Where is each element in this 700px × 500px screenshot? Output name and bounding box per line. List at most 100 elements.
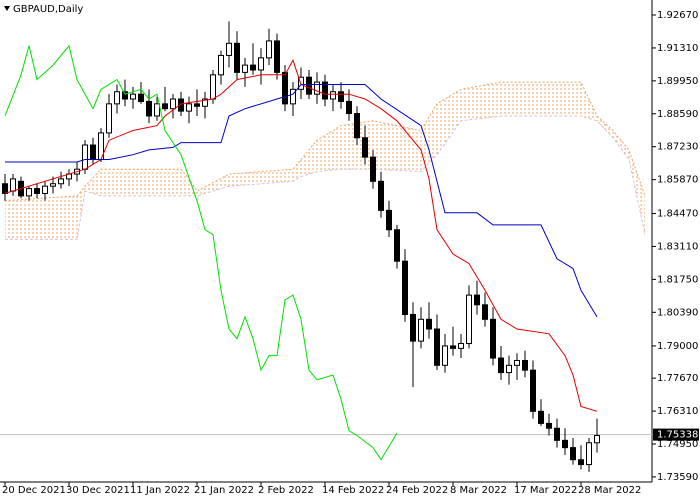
senkou-span-a bbox=[4, 81, 646, 202]
x-tick-label: 17 Mar 2022 bbox=[514, 485, 577, 496]
candle-body bbox=[474, 294, 480, 306]
candle-body bbox=[370, 156, 376, 182]
candle-body bbox=[562, 439, 568, 449]
x-tick-label: 24 Feb 2022 bbox=[386, 485, 448, 496]
senkou-span-b bbox=[5, 115, 646, 240]
y-tick-label: 1.88590 bbox=[657, 109, 698, 120]
candle-body bbox=[482, 304, 488, 320]
x-tick-label: 8 Mar 2022 bbox=[450, 485, 507, 496]
candle-body bbox=[586, 442, 592, 466]
candle-body bbox=[106, 103, 112, 134]
candle-body bbox=[282, 71, 288, 105]
y-tick-label: 1.85870 bbox=[657, 175, 698, 186]
candle-body bbox=[522, 359, 528, 371]
y-tick-label: 1.89950 bbox=[657, 76, 698, 87]
candle-body bbox=[426, 318, 432, 330]
candle-body bbox=[330, 91, 336, 100]
candle-body bbox=[2, 183, 8, 194]
candle-body bbox=[394, 229, 400, 262]
candle-body bbox=[442, 345, 448, 366]
candle-body bbox=[194, 103, 200, 107]
x-tick-label: 11 Jan 2022 bbox=[130, 485, 190, 496]
x-tick-label: 30 Dec 2021 bbox=[66, 485, 130, 496]
indicator-line bbox=[5, 84, 598, 318]
candle-body bbox=[546, 422, 552, 429]
x-tick-label: 20 Dec 2021 bbox=[2, 485, 66, 496]
candle-body bbox=[178, 98, 184, 112]
candle-body bbox=[226, 42, 232, 56]
candle-body bbox=[170, 98, 176, 110]
candle-body bbox=[122, 91, 128, 100]
y-tick-label: 1.76310 bbox=[657, 406, 698, 417]
candle-body bbox=[578, 459, 584, 466]
candle-body bbox=[554, 427, 560, 441]
candle-body bbox=[258, 57, 264, 71]
candle-body bbox=[26, 188, 32, 197]
y-tick-label: 1.79000 bbox=[657, 341, 698, 352]
y-tick-label: 1.80390 bbox=[657, 307, 698, 318]
candle-body bbox=[386, 209, 392, 231]
y-tick-label: 1.87230 bbox=[657, 142, 698, 153]
candle-body bbox=[274, 40, 280, 73]
candle-body bbox=[234, 42, 240, 73]
candle-body bbox=[306, 76, 312, 95]
candle-body bbox=[498, 357, 504, 374]
candle-body bbox=[242, 64, 248, 73]
candle-body bbox=[34, 188, 40, 194]
candle-body bbox=[50, 183, 56, 187]
y-tick-label: 1.83110 bbox=[657, 241, 698, 252]
y-tick-label: 1.73590 bbox=[657, 472, 698, 483]
candle-body bbox=[138, 93, 144, 102]
candle-body bbox=[458, 343, 464, 349]
candle-body bbox=[186, 103, 192, 112]
y-tick-label: 1.77670 bbox=[657, 373, 698, 384]
y-tick-label: 1.84470 bbox=[657, 209, 698, 220]
candle-body bbox=[90, 144, 96, 161]
candle-body bbox=[570, 447, 576, 461]
chart-title: GBPAUD,Daily bbox=[13, 4, 83, 15]
y-tick-label: 1.81750 bbox=[657, 274, 698, 285]
candle-body bbox=[266, 40, 272, 59]
candle-body bbox=[450, 345, 456, 349]
candle-body bbox=[58, 178, 64, 185]
candle-body bbox=[402, 260, 408, 315]
candle-body bbox=[202, 98, 208, 107]
candle-body bbox=[82, 144, 88, 170]
candle-body bbox=[130, 93, 136, 100]
candle-body bbox=[594, 435, 600, 444]
indicator-line bbox=[4, 59, 598, 412]
candle-body bbox=[290, 88, 296, 105]
candle-body bbox=[250, 64, 256, 71]
candle-body bbox=[490, 318, 496, 359]
candle-body bbox=[514, 359, 520, 366]
candle-body bbox=[378, 180, 384, 211]
candle-body bbox=[162, 103, 168, 110]
cloud-fill bbox=[5, 82, 645, 240]
symbol-icon bbox=[4, 6, 10, 11]
candle-body bbox=[410, 313, 416, 342]
y-tick-label: 1.91310 bbox=[657, 43, 698, 54]
candle-body bbox=[362, 137, 368, 158]
indicator-line bbox=[4, 44, 398, 461]
x-tick-label: 2 Feb 2022 bbox=[258, 485, 314, 496]
candle-body bbox=[210, 74, 216, 100]
candle-body bbox=[218, 54, 224, 76]
y-tick-label: 1.74950 bbox=[657, 439, 698, 450]
candle-body bbox=[530, 369, 536, 412]
last-price-label: 1.75338 bbox=[657, 430, 698, 441]
x-tick-label: 21 Jan 2022 bbox=[194, 485, 254, 496]
candle-body bbox=[338, 91, 344, 102]
candle-body bbox=[434, 328, 440, 366]
candle-body bbox=[10, 178, 16, 192]
candle-body bbox=[146, 100, 152, 117]
y-tick-label: 1.92670 bbox=[657, 10, 698, 21]
candle-body bbox=[322, 81, 328, 100]
candle-body bbox=[418, 318, 424, 342]
candle-body bbox=[42, 185, 48, 194]
x-tick-label: 28 Mar 2022 bbox=[578, 485, 641, 496]
candle-body bbox=[114, 91, 120, 105]
x-tick-label: 14 Feb 2022 bbox=[322, 485, 384, 496]
last-price-box bbox=[653, 428, 699, 441]
